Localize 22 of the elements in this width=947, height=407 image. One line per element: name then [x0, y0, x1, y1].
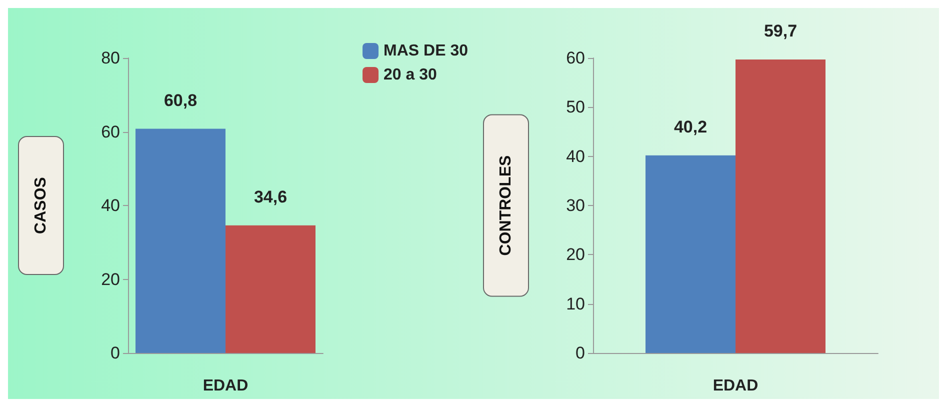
y-axis-title: CASOS [32, 176, 50, 234]
data-label: 59,7 [764, 21, 798, 40]
legend-label: MAS DE 30 [384, 42, 468, 60]
data-label: 34,6 [254, 187, 288, 206]
y-tick-label: 20 [101, 270, 120, 289]
y-axis-title: CONTROLES [498, 154, 514, 256]
x-axis-title: EDAD [712, 378, 758, 394]
legend-label: 20 a 30 [384, 66, 438, 84]
y-tick-label: 0 [110, 344, 120, 362]
y-tick-label: 50 [566, 98, 585, 117]
y-tick-label: 0 [576, 344, 585, 362]
x-axis-title: EDAD [202, 378, 248, 394]
y-tick-label: 10 [566, 294, 585, 314]
data-label: 40,2 [674, 117, 708, 136]
y-tick-label: 30 [566, 196, 585, 215]
y-tick-label: 20 [566, 245, 585, 264]
y-tick-label: 60 [566, 48, 585, 68]
data-label: 60,8 [164, 90, 198, 110]
y-tick-label: 40 [566, 146, 585, 166]
y-tick-label: 40 [101, 196, 120, 215]
y-tick-label: 80 [101, 48, 120, 68]
y-tick-label: 60 [101, 122, 120, 142]
